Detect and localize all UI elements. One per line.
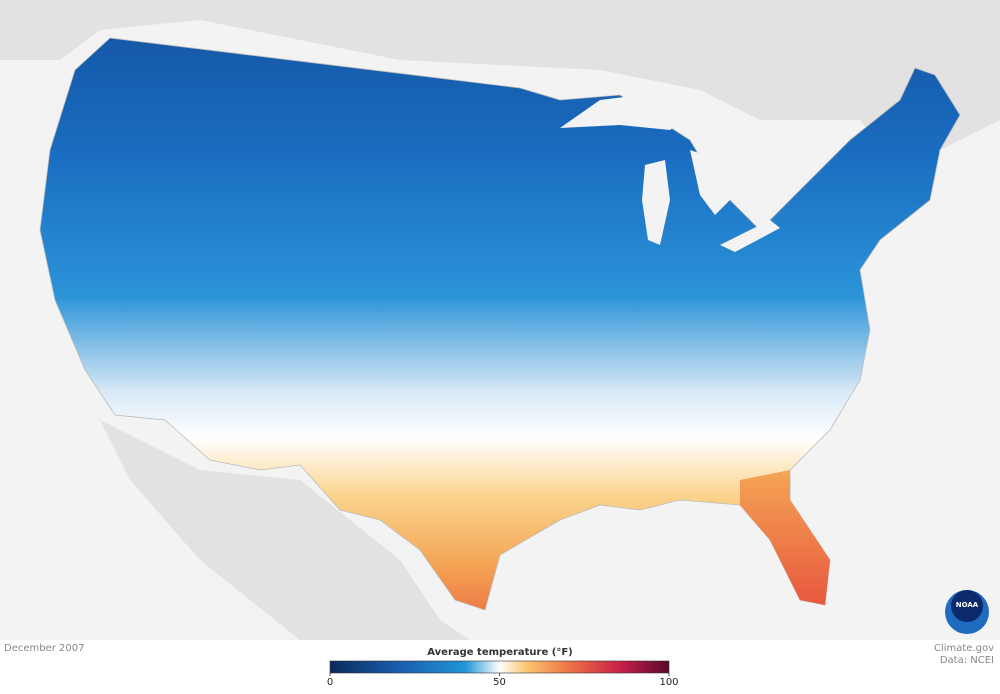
date-label: December 2007 bbox=[4, 643, 84, 654]
lake-erie bbox=[720, 220, 780, 252]
legend-title: Average temperature (°F) bbox=[427, 647, 572, 658]
colorbar bbox=[329, 660, 670, 674]
source: Data: NCEI bbox=[940, 655, 994, 666]
canada bbox=[0, 0, 1000, 170]
logo-inner bbox=[951, 590, 983, 622]
mexico bbox=[100, 420, 470, 640]
colorbar-tick-label: 100 bbox=[659, 677, 678, 688]
colorbar-tick-label: 0 bbox=[327, 677, 333, 688]
colorbar-tick-label: 50 bbox=[493, 677, 506, 688]
lake-superior bbox=[560, 95, 690, 130]
lake-michigan bbox=[642, 160, 670, 245]
credit: Climate.gov bbox=[934, 643, 994, 654]
logo-text: NOAA bbox=[956, 601, 979, 609]
florida bbox=[740, 470, 830, 605]
lake-huron bbox=[690, 150, 730, 215]
